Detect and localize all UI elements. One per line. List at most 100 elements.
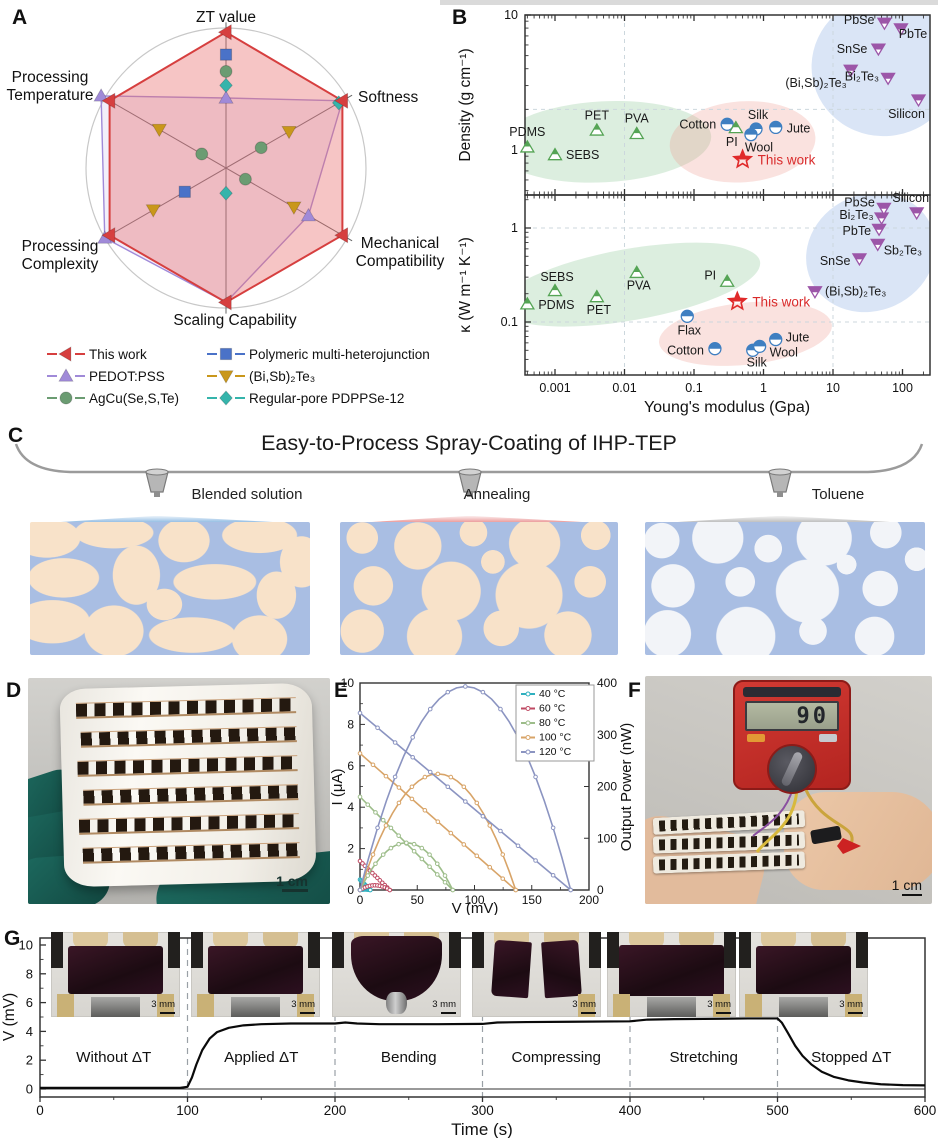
wearable-test-photo: 90 1 cm <box>645 676 932 904</box>
data-point <box>910 207 924 214</box>
data-point-label: Silk <box>747 355 768 369</box>
microstructure-annealed <box>340 522 618 655</box>
inset-scale-bar: 3 mm <box>707 1000 731 1014</box>
tick-label: 10 <box>341 676 355 690</box>
panel-b-scatter-charts: Density (g cm⁻¹) κ (W m⁻¹ K⁻¹) Young's m… <box>457 8 931 416</box>
tick-label: 500 <box>766 1103 789 1118</box>
data-point-label: Wool <box>770 345 798 359</box>
current-axis-label: I (μA) <box>330 769 346 806</box>
data-point <box>551 284 559 291</box>
radar-axis-label: Softness <box>358 89 419 106</box>
tick-label: 2 <box>347 842 354 856</box>
data-point-label: Jute <box>786 331 810 345</box>
this-work-star <box>732 148 754 169</box>
data-point-label: Flax <box>677 323 701 337</box>
legend-item: PEDOT:PSS <box>46 368 206 384</box>
data-point-label: PbSe <box>844 13 875 27</box>
panel-letter-f: F <box>628 679 641 702</box>
data-point <box>218 90 234 104</box>
data-point-label: Bi₂Te₃ <box>839 208 873 222</box>
sample-photo-inset: 3 mm <box>51 932 180 1017</box>
radar-axis-label: ZT value <box>196 9 256 26</box>
legend-label: 40 °C <box>539 688 566 700</box>
tick-label: 10 <box>19 938 33 953</box>
tick-label: 0.1 <box>501 315 518 329</box>
tick-label: 0.01 <box>612 381 636 395</box>
tri-down-icon <box>207 370 245 384</box>
process-title: Easy-to-Process Spray-Coating of IHP-TEP <box>261 431 677 455</box>
data-point <box>524 297 531 304</box>
device-row <box>78 813 300 835</box>
sample-film <box>541 940 583 999</box>
data-point <box>218 370 234 384</box>
data-point <box>852 253 866 260</box>
inset-scale-bar: 3 mm <box>572 1000 596 1014</box>
legend-label: PEDOT:PSS <box>89 368 165 384</box>
time-axis-label: Time (s) <box>451 1120 513 1138</box>
device-row <box>77 755 298 777</box>
data-point <box>524 140 531 147</box>
data-point <box>178 185 191 198</box>
data-point-label: PI <box>726 135 738 149</box>
data-point <box>872 224 886 230</box>
sample-photo-inset: 3 mm <box>191 932 320 1017</box>
radar-axis-label: Compatibility <box>356 253 445 270</box>
data-point-label: Silicon <box>892 191 929 205</box>
scale-bar-label: 1 cm <box>276 873 308 892</box>
tick-label: 200 <box>324 1103 347 1118</box>
flexible-device-photo: 1 cm <box>28 678 330 904</box>
density-axis-label: Density (g cm⁻¹) <box>457 48 474 161</box>
data-point <box>219 347 233 361</box>
data-point-label: PbTe <box>899 27 928 41</box>
wires <box>752 787 861 854</box>
voltage-axis-label-g: V (mV) <box>1 993 18 1041</box>
data-point <box>101 227 116 244</box>
hand <box>784 792 932 890</box>
data-point-label: (Bi,Sb)₂Te₃ <box>825 285 886 299</box>
circle-icon <box>47 391 85 405</box>
stage-label: Bending <box>381 1049 437 1066</box>
tick-label: 400 <box>619 1103 642 1118</box>
stage-label: Compressing <box>512 1049 601 1066</box>
material-group-ellipse <box>525 242 761 327</box>
tick-label: 6 <box>347 759 354 773</box>
data-point <box>238 172 252 186</box>
microstructure-toluene <box>645 522 925 655</box>
tick-label: 10 <box>826 381 840 395</box>
data-point-label: PDMS <box>509 125 545 139</box>
crop-artifact-strip <box>440 0 938 5</box>
legend-label: 60 °C <box>539 703 566 715</box>
tick-label: 50 <box>411 893 425 907</box>
legend-label: 80 °C <box>539 717 566 729</box>
data-point <box>334 92 349 109</box>
tick-label: 200 <box>597 780 617 794</box>
data-point <box>334 227 349 244</box>
data-point-label: This work <box>758 153 816 168</box>
data-point-label: Sb₂Te₃ <box>884 243 922 257</box>
data-point <box>723 275 731 281</box>
legend-label: AgCu(Se,S,Te) <box>89 390 180 406</box>
data-point-label: PbSe <box>844 195 875 209</box>
data-point-label: SnSe <box>820 254 851 268</box>
inset-scale-bar: 3 mm <box>839 1000 863 1014</box>
tick-label: 0.001 <box>539 381 570 395</box>
tri-up-icon <box>47 368 85 382</box>
tick-label: 6 <box>26 995 33 1010</box>
legend-label: (Bi,Sb)₂Te₃ <box>249 368 316 384</box>
radar-axis-label: Complexity <box>22 256 99 273</box>
legend-label: Regular-pore PDPPSe-12 <box>249 390 405 406</box>
inset-scale-bar: 3 mm <box>291 1000 315 1014</box>
data-point-label: PbTe <box>843 224 872 238</box>
square-icon <box>207 347 245 361</box>
data-point <box>195 147 209 161</box>
data-point <box>281 125 297 140</box>
power-curve <box>359 842 454 891</box>
data-point-label: PET <box>585 108 610 122</box>
data-point <box>633 266 641 273</box>
inset-scale-bar: 3 mm <box>432 1000 456 1014</box>
tick-label: 1 <box>511 143 518 157</box>
device-row <box>75 697 297 719</box>
data-point-label: SnSe <box>837 42 868 56</box>
data-point <box>877 18 891 24</box>
